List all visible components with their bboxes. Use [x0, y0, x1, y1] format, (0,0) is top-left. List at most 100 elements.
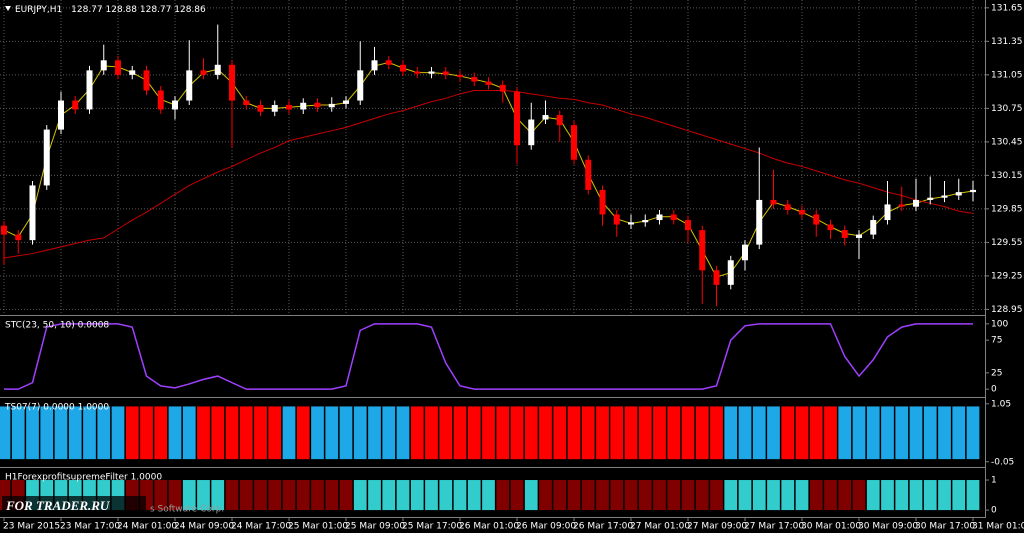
histogram-bar [610, 406, 624, 460]
candle-body [58, 100, 64, 130]
histogram-bar [225, 406, 239, 460]
histogram-bar [610, 480, 624, 511]
x-tick-label: 26 Mar 01:00 [459, 522, 519, 532]
x-tick-label: 30 Mar 17:00 [915, 522, 975, 532]
histogram-bar [482, 480, 495, 511]
histogram-bar [767, 480, 780, 511]
candle-body [72, 100, 79, 110]
candle-body [1, 225, 7, 235]
candle-body [670, 214, 677, 221]
histogram-bar [909, 480, 923, 511]
x-tick-label: 30 Mar 01:00 [801, 522, 861, 532]
y-tick-label: 0 [991, 506, 997, 516]
histogram-bar [168, 480, 182, 511]
histogram-bar [382, 406, 396, 460]
histogram-bar [824, 480, 837, 511]
histogram-bar [624, 480, 638, 511]
candle-body [856, 234, 862, 238]
histogram-bar [339, 480, 353, 511]
candle-body [286, 105, 292, 110]
y-tick-label: 0 [991, 385, 997, 395]
histogram-bar [11, 406, 25, 460]
candle-body [43, 129, 50, 186]
candle-body [129, 70, 136, 75]
candle-body [514, 91, 520, 146]
histogram-bar [938, 480, 951, 511]
candle-body [927, 197, 934, 200]
candle-body [243, 100, 250, 105]
histogram-bar [197, 480, 210, 511]
histogram-bar [439, 406, 453, 460]
candle-body [542, 115, 549, 120]
candle-body [642, 220, 649, 223]
histogram-bar [539, 480, 552, 511]
quote: 128.86 [174, 5, 206, 15]
collapse-icon [5, 6, 11, 11]
histogram-bar [567, 406, 581, 460]
candle-body [385, 60, 392, 65]
histogram-bar [211, 406, 225, 460]
histogram-bar [667, 480, 681, 511]
histogram-bar [268, 406, 282, 460]
histogram-bar [282, 406, 296, 460]
histogram-bar [254, 480, 267, 511]
histogram-bar [653, 406, 666, 460]
candle-body [727, 260, 734, 285]
histogram-bar [182, 480, 196, 511]
histogram-bar [353, 406, 367, 460]
histogram-bar [268, 480, 282, 511]
candle-body [613, 214, 620, 225]
indicator-line [4, 323, 973, 390]
candle-body [841, 230, 848, 238]
histogram-bar [895, 406, 909, 460]
x-tick-label: 24 Mar 17:00 [231, 522, 291, 532]
y-tick-label: 129.25 [991, 271, 1023, 281]
y-tick-label: 75 [991, 336, 1002, 346]
candle-body [414, 71, 421, 74]
histogram-bar [40, 406, 54, 460]
histogram-bar [339, 406, 353, 460]
histogram-bar [296, 480, 310, 511]
histogram-bar [553, 406, 567, 460]
histogram-bar [952, 480, 966, 511]
candle-body [955, 192, 962, 196]
candle-body [585, 159, 592, 190]
histogram-bar [154, 480, 168, 511]
histogram-bar [909, 406, 923, 460]
histogram-bar [482, 406, 495, 460]
histogram-bar [225, 480, 239, 511]
quote: 128.77 [140, 5, 172, 15]
x-tick-label: 27 Mar 09:00 [687, 522, 747, 532]
histogram-bar [710, 406, 723, 460]
histogram-bar [524, 406, 538, 460]
logo: FOR TRADER.RU [5, 498, 110, 513]
histogram-bar [710, 480, 723, 511]
histogram-bar [154, 406, 168, 460]
candle-body [157, 90, 164, 110]
candle-body [884, 204, 891, 221]
histogram-bar [254, 406, 267, 460]
histogram-bar [510, 406, 524, 460]
histogram-bar [681, 406, 695, 460]
histogram-bar [197, 406, 210, 460]
x-tick-label: 31 Mar 01:00 [972, 522, 1024, 532]
histogram-bar [425, 480, 438, 511]
histogram-bar [382, 480, 396, 511]
histogram-bar [453, 480, 467, 511]
histogram-bar [168, 406, 182, 460]
candle-body [186, 70, 193, 101]
histogram-bar [97, 406, 111, 460]
candle-body [628, 222, 634, 225]
x-tick-label: 30 Mar 09:00 [858, 522, 918, 532]
histogram-bar [410, 406, 424, 460]
candle-body [371, 60, 378, 71]
candle-body [15, 234, 22, 241]
histogram-bar [781, 406, 795, 460]
histogram-bar [83, 406, 96, 460]
histogram-bar [624, 406, 638, 460]
histogram-bar [182, 406, 196, 460]
candle-body [699, 230, 706, 271]
histogram-bar [938, 406, 951, 460]
histogram-bar [866, 406, 880, 460]
